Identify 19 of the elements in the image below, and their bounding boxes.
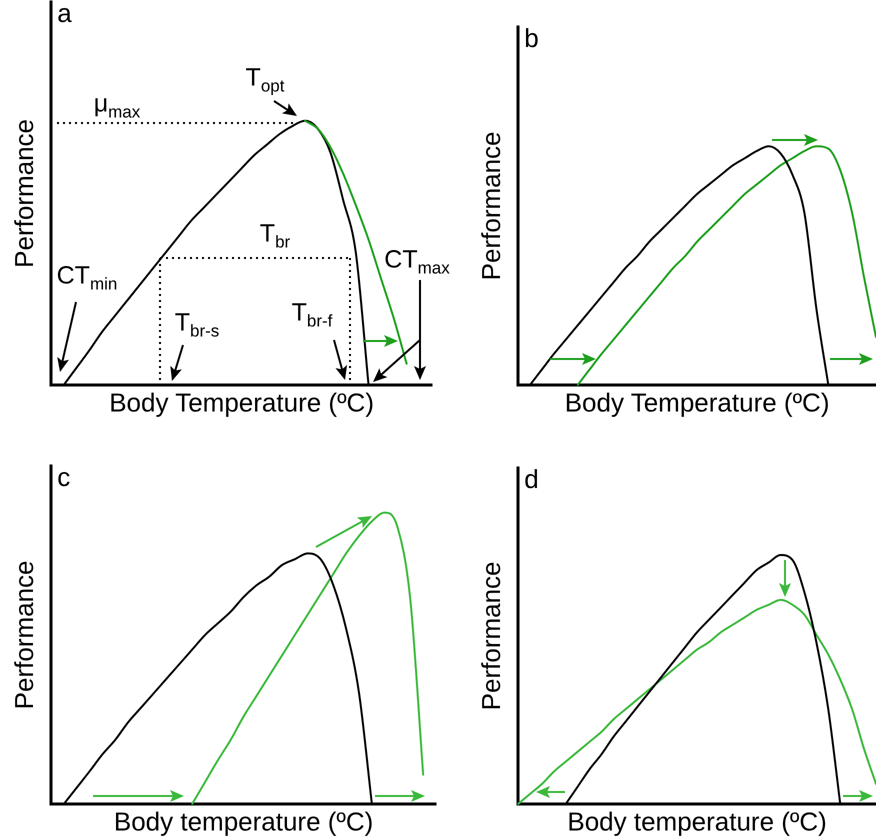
annotation: T$_{br}$ <box>260 220 290 252</box>
x-axis-title: Body Temperature (ºC) <box>564 388 830 418</box>
y-axis-title: Performance <box>8 560 39 710</box>
y-axis-title: Performance <box>8 118 39 268</box>
chart-title: c <box>57 462 70 492</box>
chart-title: d <box>524 464 539 494</box>
annotation: CT$_{min}$ <box>56 262 118 294</box>
annotation: CT$_{max}$ <box>384 246 450 278</box>
chart-title: a <box>57 0 72 28</box>
chart-title: b <box>524 23 539 54</box>
y-axis-title: Performance <box>476 561 506 710</box>
text: T$_{opt}$ <box>246 64 284 96</box>
x-axis-title: Body Temperature (ºC) <box>109 388 374 418</box>
x-axis-title: Body temperature (ºC) <box>567 806 827 837</box>
y-axis-title: Performance <box>476 131 506 280</box>
annotation: T$_{br-f}$ <box>292 298 332 330</box>
annotation: μ$_{max}$ <box>94 90 140 122</box>
x-axis-title: Body temperature (ºC) <box>114 806 374 837</box>
annotation: T$_{br-s}$ <box>174 308 220 340</box>
